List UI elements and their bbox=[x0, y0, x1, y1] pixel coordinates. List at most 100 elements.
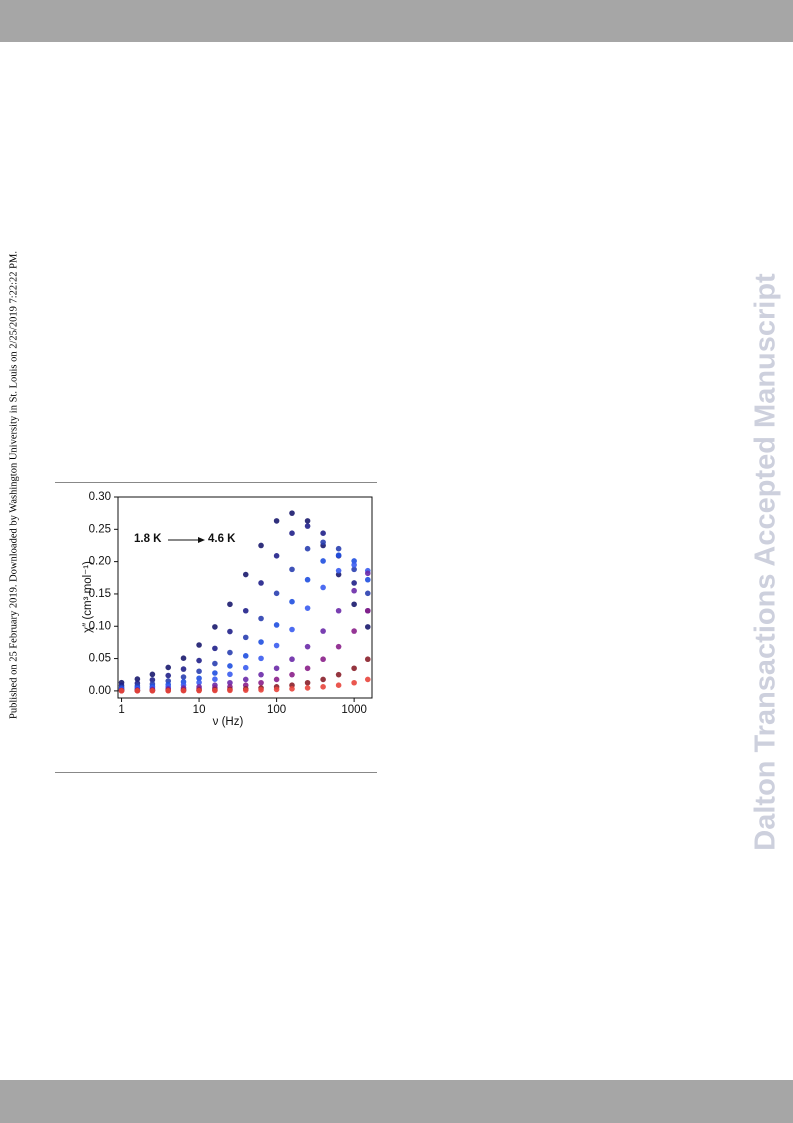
data-point bbox=[304, 576, 311, 583]
data-point bbox=[242, 571, 249, 578]
data-point bbox=[227, 663, 233, 669]
data-point bbox=[258, 655, 264, 662]
data-point bbox=[335, 567, 342, 574]
data-point bbox=[351, 601, 357, 608]
x-axis-label: ν (Hz) bbox=[213, 716, 244, 728]
data-point bbox=[364, 607, 371, 614]
data-point bbox=[118, 688, 125, 694]
y-tick-label: 0.25 bbox=[89, 523, 111, 535]
data-point bbox=[227, 671, 233, 678]
data-point bbox=[364, 676, 371, 683]
data-point bbox=[165, 687, 172, 694]
y-tick-label: 0.20 bbox=[89, 556, 111, 568]
data-point bbox=[304, 518, 311, 524]
y-tick-label: 0.30 bbox=[89, 491, 111, 503]
data-point bbox=[196, 679, 202, 686]
data-point bbox=[304, 665, 311, 672]
data-point bbox=[196, 642, 202, 648]
data-point bbox=[273, 676, 280, 683]
data-point bbox=[242, 607, 249, 614]
data-point bbox=[258, 687, 264, 693]
data-point bbox=[364, 624, 371, 630]
data-point bbox=[134, 676, 141, 682]
x-tick-label: 100 bbox=[267, 704, 286, 716]
data-point bbox=[304, 643, 311, 650]
data-point bbox=[351, 587, 357, 594]
data-point bbox=[289, 686, 295, 692]
y-tick-label: 0.10 bbox=[89, 620, 111, 632]
data-point bbox=[351, 628, 357, 634]
plot-frame bbox=[117, 496, 373, 699]
data-point bbox=[273, 590, 280, 597]
data-point bbox=[242, 653, 249, 659]
data-point bbox=[180, 687, 187, 694]
data-point bbox=[304, 523, 311, 529]
data-point bbox=[273, 622, 280, 628]
data-point bbox=[258, 615, 264, 622]
data-point bbox=[134, 688, 141, 694]
data-point bbox=[149, 677, 156, 683]
data-point bbox=[335, 552, 342, 558]
annotation: 1.8 K bbox=[134, 533, 162, 545]
y-tick-label: 0.05 bbox=[89, 653, 111, 665]
data-point bbox=[258, 580, 264, 586]
data-point bbox=[180, 655, 187, 661]
data-point bbox=[212, 660, 218, 667]
data-point bbox=[227, 649, 233, 656]
data-point bbox=[196, 657, 202, 664]
data-point bbox=[351, 562, 357, 568]
annotation: 4.6 K bbox=[208, 533, 236, 545]
data-point bbox=[273, 665, 280, 672]
data-point bbox=[212, 624, 218, 630]
data-point bbox=[320, 628, 326, 634]
data-point bbox=[165, 664, 172, 671]
data-point bbox=[242, 634, 249, 641]
y-axis-label: χ″ (cm³ mol⁻¹) bbox=[82, 561, 94, 633]
data-point bbox=[320, 676, 326, 683]
data-point bbox=[335, 643, 342, 650]
data-point bbox=[304, 679, 311, 686]
footer-bar bbox=[0, 1080, 793, 1123]
data-point bbox=[289, 656, 295, 663]
data-point bbox=[227, 679, 233, 686]
data-point bbox=[335, 571, 342, 578]
data-point bbox=[335, 607, 342, 614]
data-point bbox=[351, 665, 357, 672]
data-point bbox=[242, 664, 249, 671]
data-point bbox=[227, 687, 233, 694]
data-point bbox=[351, 679, 357, 686]
data-point bbox=[149, 671, 156, 678]
data-point bbox=[351, 580, 357, 586]
figure-rule bbox=[55, 772, 377, 773]
data-point bbox=[289, 510, 295, 516]
data-point bbox=[196, 687, 202, 694]
data-point bbox=[212, 687, 218, 694]
data-point bbox=[258, 679, 264, 686]
data-point bbox=[242, 687, 249, 693]
data-point bbox=[289, 671, 295, 678]
data-point bbox=[273, 553, 280, 559]
data-point bbox=[165, 672, 172, 679]
data-point bbox=[304, 605, 311, 611]
data-point bbox=[212, 645, 218, 652]
data-point bbox=[320, 558, 326, 564]
y-tick-label: 0.00 bbox=[89, 685, 111, 697]
data-point bbox=[289, 626, 295, 633]
data-point bbox=[335, 671, 342, 678]
data-point bbox=[320, 530, 326, 536]
data-point bbox=[289, 566, 295, 573]
figure-rule bbox=[55, 482, 377, 483]
data-point bbox=[364, 656, 371, 663]
data-point bbox=[227, 601, 233, 608]
data-point bbox=[273, 642, 280, 649]
data-point bbox=[180, 666, 187, 672]
x-tick-label: 1 bbox=[118, 704, 124, 716]
data-point bbox=[320, 656, 326, 663]
data-point bbox=[364, 590, 371, 597]
data-point bbox=[335, 545, 342, 552]
data-point bbox=[212, 670, 218, 676]
data-point bbox=[364, 576, 371, 583]
data-point bbox=[258, 542, 264, 549]
